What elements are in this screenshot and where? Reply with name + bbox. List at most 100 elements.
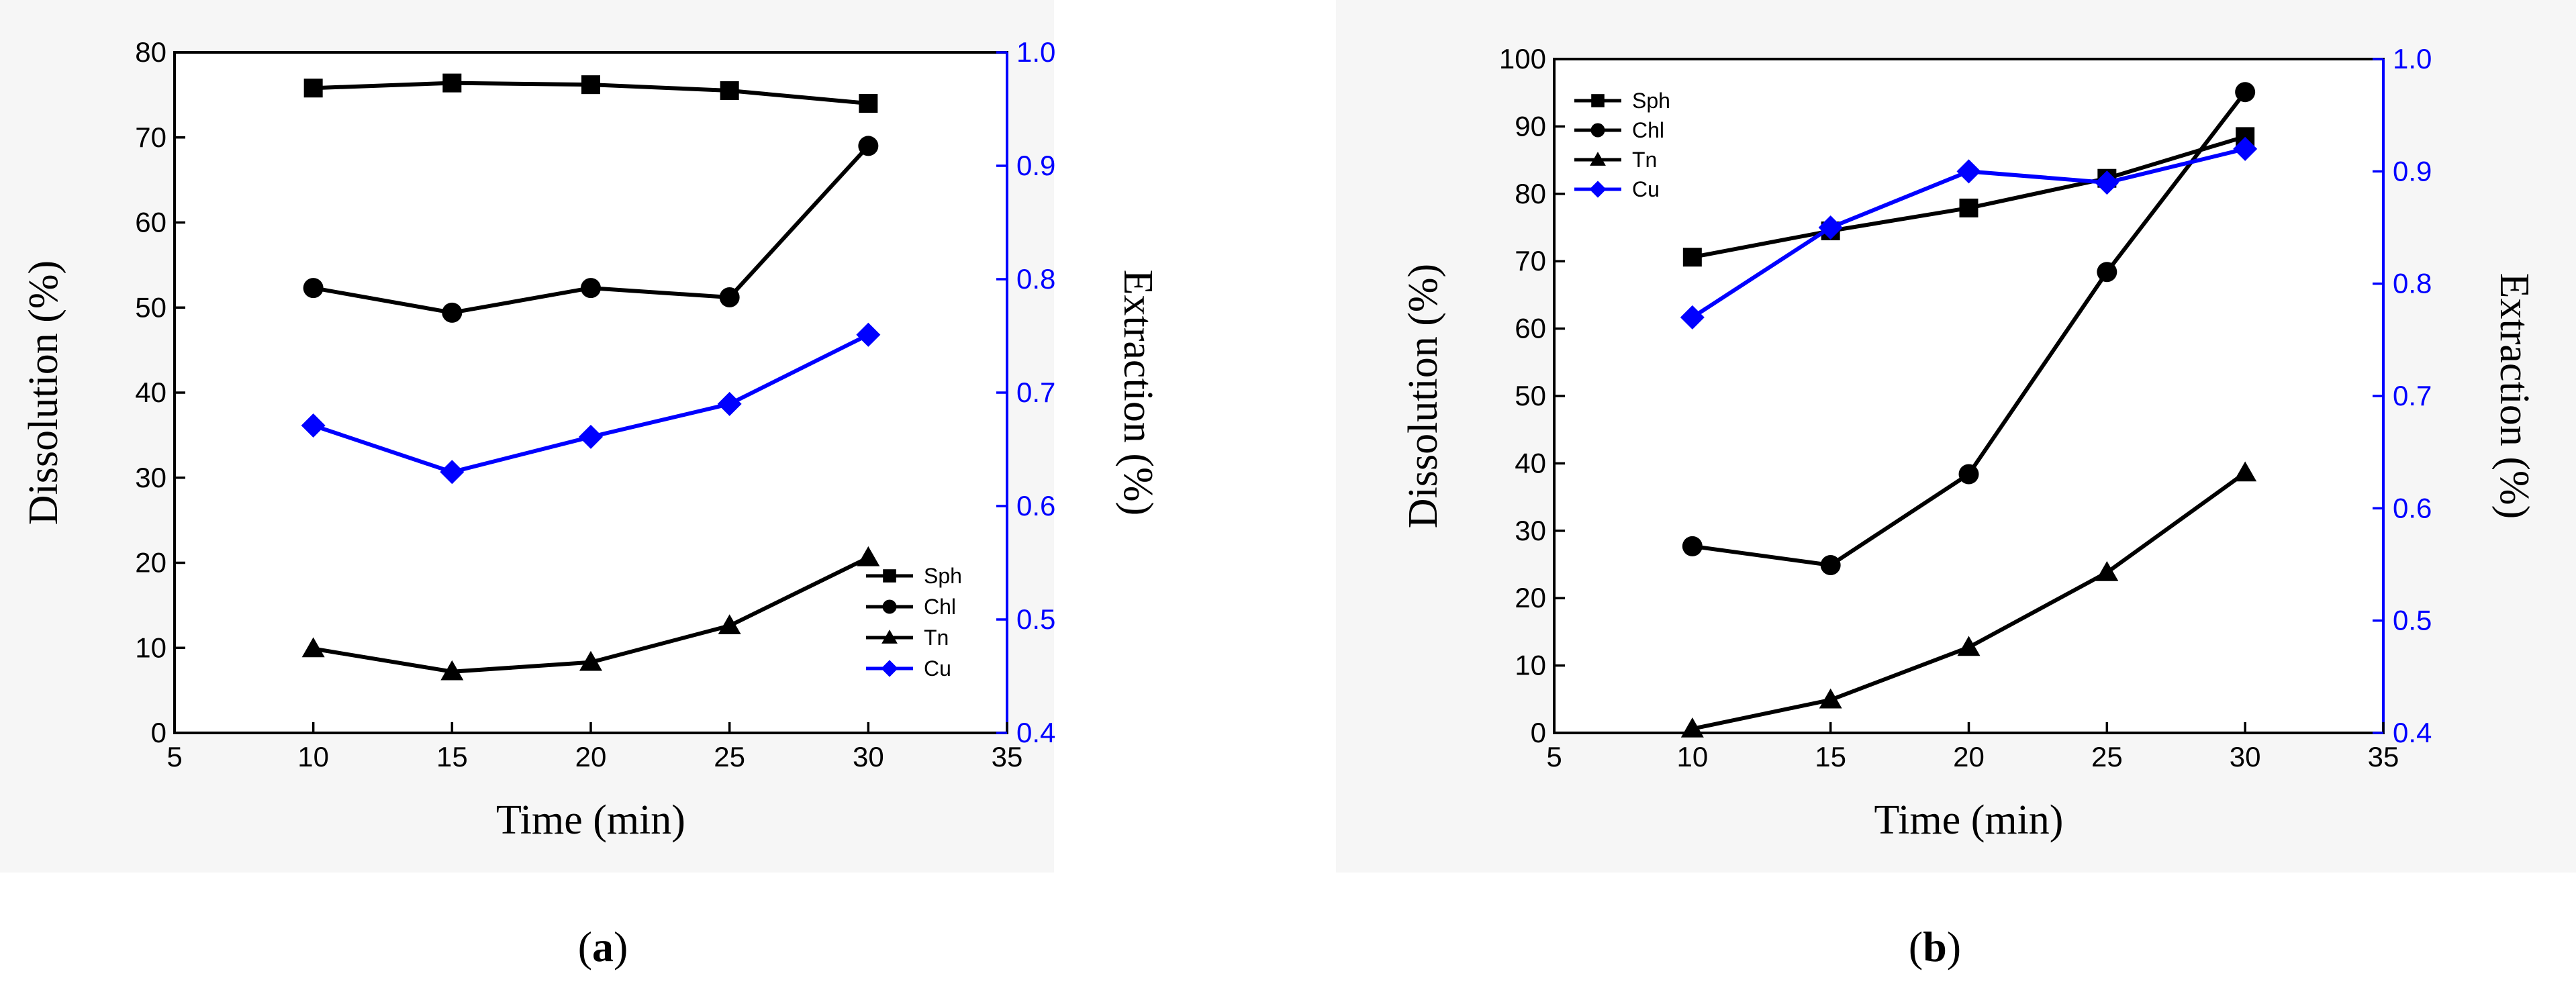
panel-b-legend-chl-swatch-marker xyxy=(1590,123,1605,138)
panel-a-caption: (a) xyxy=(578,923,628,970)
panel-a-series-chl-point xyxy=(719,287,740,308)
panel-a-series-sph-point xyxy=(303,79,323,98)
panel-b-y2-tick-label: 0.7 xyxy=(2393,380,2432,411)
panel-b-legend-chl-label: Chl xyxy=(1632,118,1664,142)
panel-b-y2-tick-label: 0.6 xyxy=(2393,492,2432,524)
panel-a-x-tick-label: 30 xyxy=(853,741,884,773)
panel-b-y-tick-label: 70 xyxy=(1515,245,1546,277)
panel-a-caption-label: a xyxy=(592,923,614,970)
panel-b-y-tick-label: 80 xyxy=(1515,178,1546,209)
panel-b-y-tick-label: 0 xyxy=(1531,717,1546,748)
panel-a-y-axis-title: Dissolution (%) xyxy=(21,260,66,525)
panel-a-series-tn-point xyxy=(718,614,741,635)
panel-a-legend-sph-label: Sph xyxy=(924,564,962,588)
panel-b-series-chl-point xyxy=(2235,82,2256,103)
panel-a-x-tick-label: 5 xyxy=(166,741,182,773)
panel-a-series-chl-point xyxy=(581,278,601,299)
panel-b-series-cu-point xyxy=(1956,159,1981,184)
panel-b-x-tick-label: 35 xyxy=(2368,741,2399,773)
panel-b-series-chl-point xyxy=(1958,464,1979,485)
panel-a-series-cu-point xyxy=(717,391,742,416)
panel-a-caption-close: ) xyxy=(614,923,628,970)
panel-a-y-tick-label: 20 xyxy=(135,547,166,579)
panel-b-series-tn-point xyxy=(1680,717,1704,738)
panel-a-y2-tick-label: 0.5 xyxy=(1016,603,1055,635)
panel-b-x-axis-title: Time (min) xyxy=(1874,797,2064,843)
panel-b-legend-sph-swatch-marker xyxy=(1591,94,1605,107)
panel-b-y2-tick-label: 0.5 xyxy=(2393,605,2432,636)
panel-b-legend-cu-label: Cu xyxy=(1632,177,1660,201)
panel-a-y-tick-label: 10 xyxy=(135,632,166,663)
panel-a-series-sph-point xyxy=(720,81,739,101)
panel-b-y2-axis-title: Extraction (%) xyxy=(2491,273,2537,519)
panel-b-caption-label: b xyxy=(1923,923,1947,970)
panel-a-y2-tick-label: 1.0 xyxy=(1016,36,1055,68)
panel-b-y-axis-title: Dissolution (%) xyxy=(1400,264,1446,528)
panel-b-y-tick-label: 90 xyxy=(1515,110,1546,142)
panel-a-legend-chl-swatch-marker xyxy=(882,599,897,614)
panel-a-series-cu-point xyxy=(579,424,603,449)
panel-a-plot-area xyxy=(173,51,1008,734)
panel-b-series-tn-point xyxy=(2095,561,2119,581)
panel-a-y-tick-label: 80 xyxy=(135,36,166,68)
panel-a-y2-tick-label: 0.7 xyxy=(1016,377,1055,408)
panel-b-series-tn-point xyxy=(1957,636,1981,656)
panel-b-x-tick-label: 20 xyxy=(1953,741,1985,773)
panel-a-series-tn-point xyxy=(857,546,880,566)
panel-a-series-cu-point xyxy=(301,413,326,438)
panel-b-y-tick-label: 30 xyxy=(1515,515,1546,546)
chart-panel-a: 5 10 15 20 25 30 35 0 10 20 30 40 50 60 70 80 0.4 0.5 0.6 0… xyxy=(21,36,1161,843)
panel-b-y-tick-label: 10 xyxy=(1515,650,1546,681)
panel-a-y-tick-label: 60 xyxy=(135,207,166,238)
panel-a-x-tick-label: 35 xyxy=(992,741,1023,773)
panel-b-legend: Sph Chl Tn Cu xyxy=(1574,89,1670,201)
panel-a-y-tick-label: 30 xyxy=(135,462,166,493)
panel-b-series-chl-point xyxy=(1820,555,1841,576)
panel-b-caption-close: ) xyxy=(1947,923,1961,970)
panel-b-x-tick-label: 5 xyxy=(1546,741,1562,773)
panel-a-series-cu-point xyxy=(440,460,465,485)
panel-b-y-tick-label: 100 xyxy=(1499,43,1546,74)
panel-a-legend-tn-label: Tn xyxy=(924,626,949,650)
panel-b-y-tick-label: 40 xyxy=(1515,447,1546,479)
panel-a-y-tick-label: 50 xyxy=(135,291,166,323)
panel-a-y-tick-label: 70 xyxy=(135,121,166,153)
panel-a-x-tick-label: 25 xyxy=(714,741,745,773)
panel-a-series-tn-point xyxy=(579,650,602,671)
panel-a-x-axis-title: Time (min) xyxy=(496,797,685,843)
panel-b-x-tick-label: 10 xyxy=(1676,741,1708,773)
panel-a-series-chl-point xyxy=(442,302,463,323)
panel-b-series-cu-point xyxy=(2095,170,2119,195)
panel-a-legend-cu-label: Cu xyxy=(924,656,951,681)
panel-a-series-cu-point xyxy=(856,322,881,347)
panel-a-y-tick-label: 0 xyxy=(151,717,166,748)
panel-a-x-tick-label: 10 xyxy=(297,741,329,773)
panel-b-series-chl-point xyxy=(1682,536,1703,556)
panel-b-series-tn-point xyxy=(2234,461,2257,482)
panel-a-y2-tick-label: 0.9 xyxy=(1016,150,1055,181)
panel-a-y2-axis-title: Extraction (%) xyxy=(1115,270,1161,516)
panel-b-x-tick-label: 30 xyxy=(2230,741,2261,773)
panel-a-series-tn-point xyxy=(440,660,464,681)
panel-b-x-tick-label: 15 xyxy=(1815,741,1846,773)
panel-b-y2-tick-label: 1.0 xyxy=(2393,43,2432,74)
panel-a-series-tn-point xyxy=(301,637,325,658)
panel-b-legend-tn-swatch-marker xyxy=(1590,152,1606,166)
panel-b-series-sph-point xyxy=(1959,198,1978,217)
panel-b-caption: (b) xyxy=(1909,923,1961,970)
panel-a-y2-tick-label: 0.4 xyxy=(1016,717,1055,748)
panel-a-x-tick-label: 15 xyxy=(436,741,468,773)
panel-b-y2-tick-label: 0.4 xyxy=(2393,717,2432,748)
panel-b-y-tick-label: 20 xyxy=(1515,582,1546,613)
panel-b-series-chl-point xyxy=(2097,262,2117,283)
panel-b-legend-cu-swatch-marker xyxy=(1589,181,1607,198)
panel-a-legend-chl-label: Chl xyxy=(924,595,956,619)
panel-b-y2-tick-label: 0.8 xyxy=(2393,268,2432,299)
panel-a-series-chl-point xyxy=(858,136,879,156)
panel-b-x-tick-label: 25 xyxy=(2091,741,2123,773)
panel-b-y-tick-label: 60 xyxy=(1515,313,1546,344)
panel-b-y2-tick-label: 0.9 xyxy=(2393,155,2432,187)
panel-a-x-tick-label: 20 xyxy=(575,741,607,773)
panel-a-legend-tn-swatch-marker xyxy=(881,630,898,644)
